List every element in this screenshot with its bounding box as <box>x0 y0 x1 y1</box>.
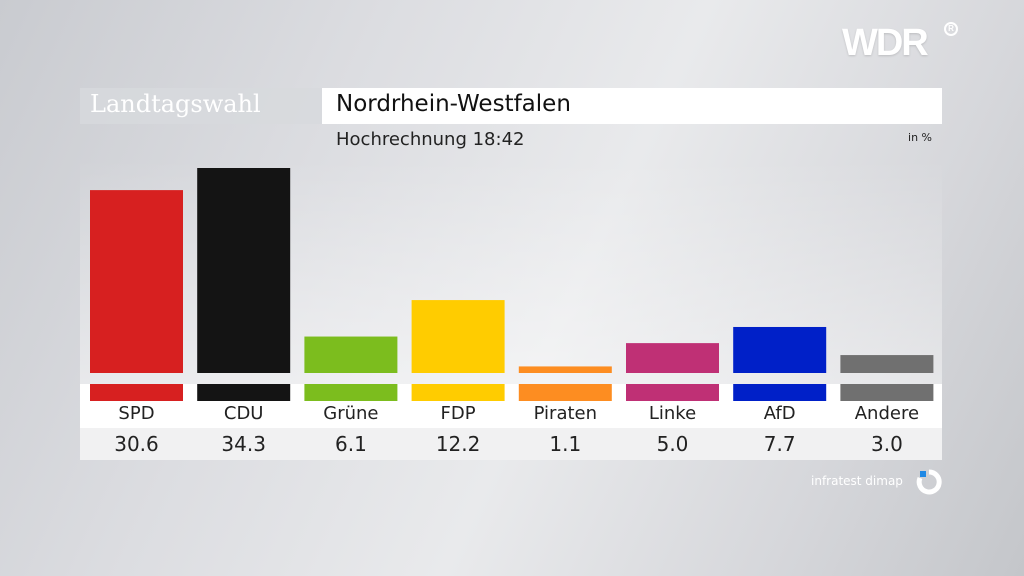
party-label-fdp: FDP <box>440 403 476 424</box>
registered-mark-icon: R <box>944 22 958 36</box>
party-label-gr-ne: Grüne <box>323 403 379 424</box>
bar-piraten <box>518 366 612 373</box>
party-label-spd: SPD <box>118 403 155 424</box>
color-strip-andere <box>840 384 934 401</box>
region-title-box: Nordrhein-Westfalen <box>322 88 942 124</box>
party-label-cdu: CDU <box>223 403 264 424</box>
color-strip-spd <box>90 384 183 401</box>
bar-linke <box>626 343 719 373</box>
value-label-gr-ne: 6.1 <box>334 432 367 456</box>
value-label-spd: 30.6 <box>114 432 159 456</box>
value-label-andere: 3.0 <box>870 432 903 456</box>
value-label-afd: 7.7 <box>763 432 796 456</box>
party-label-afd: AfD <box>763 403 796 424</box>
bar-fdp <box>411 300 505 373</box>
color-strip-piraten <box>518 384 612 401</box>
value-label-piraten: 1.1 <box>549 432 582 456</box>
unit-label: in % <box>908 131 932 144</box>
color-strip-afd <box>733 384 827 401</box>
election-type-box: Landtagswahl <box>80 88 322 124</box>
bar-andere <box>840 355 934 373</box>
party-label-piraten: Piraten <box>533 403 598 424</box>
source-credit: infratest dimap <box>811 474 903 488</box>
party-label-linke: Linke <box>648 403 697 424</box>
projection-subtitle: Hochrechnung 18:42 <box>336 129 525 150</box>
color-strip-linke <box>626 384 719 401</box>
value-label-row <box>80 428 942 460</box>
bar-cdu <box>197 168 291 373</box>
region-title: Nordrhein-Westfalen <box>336 91 571 117</box>
value-label-fdp: 12.2 <box>435 432 481 456</box>
bar-spd <box>90 190 183 373</box>
bar-gr-ne <box>304 336 398 373</box>
bar-afd <box>733 326 827 373</box>
party-label-row <box>80 402 942 428</box>
color-strip-gr-ne <box>304 384 398 401</box>
election-type-title: Landtagswahl <box>90 90 261 118</box>
infratest-dimap-logo-icon <box>916 469 942 495</box>
color-strip-row <box>80 384 942 402</box>
wdr-logo: WDR <box>842 22 929 64</box>
color-strip-cdu <box>197 384 291 401</box>
value-label-cdu: 34.3 <box>221 432 266 456</box>
party-label-andere: Andere <box>854 403 920 424</box>
value-label-linke: 5.0 <box>656 432 689 456</box>
color-strip-fdp <box>411 384 505 401</box>
